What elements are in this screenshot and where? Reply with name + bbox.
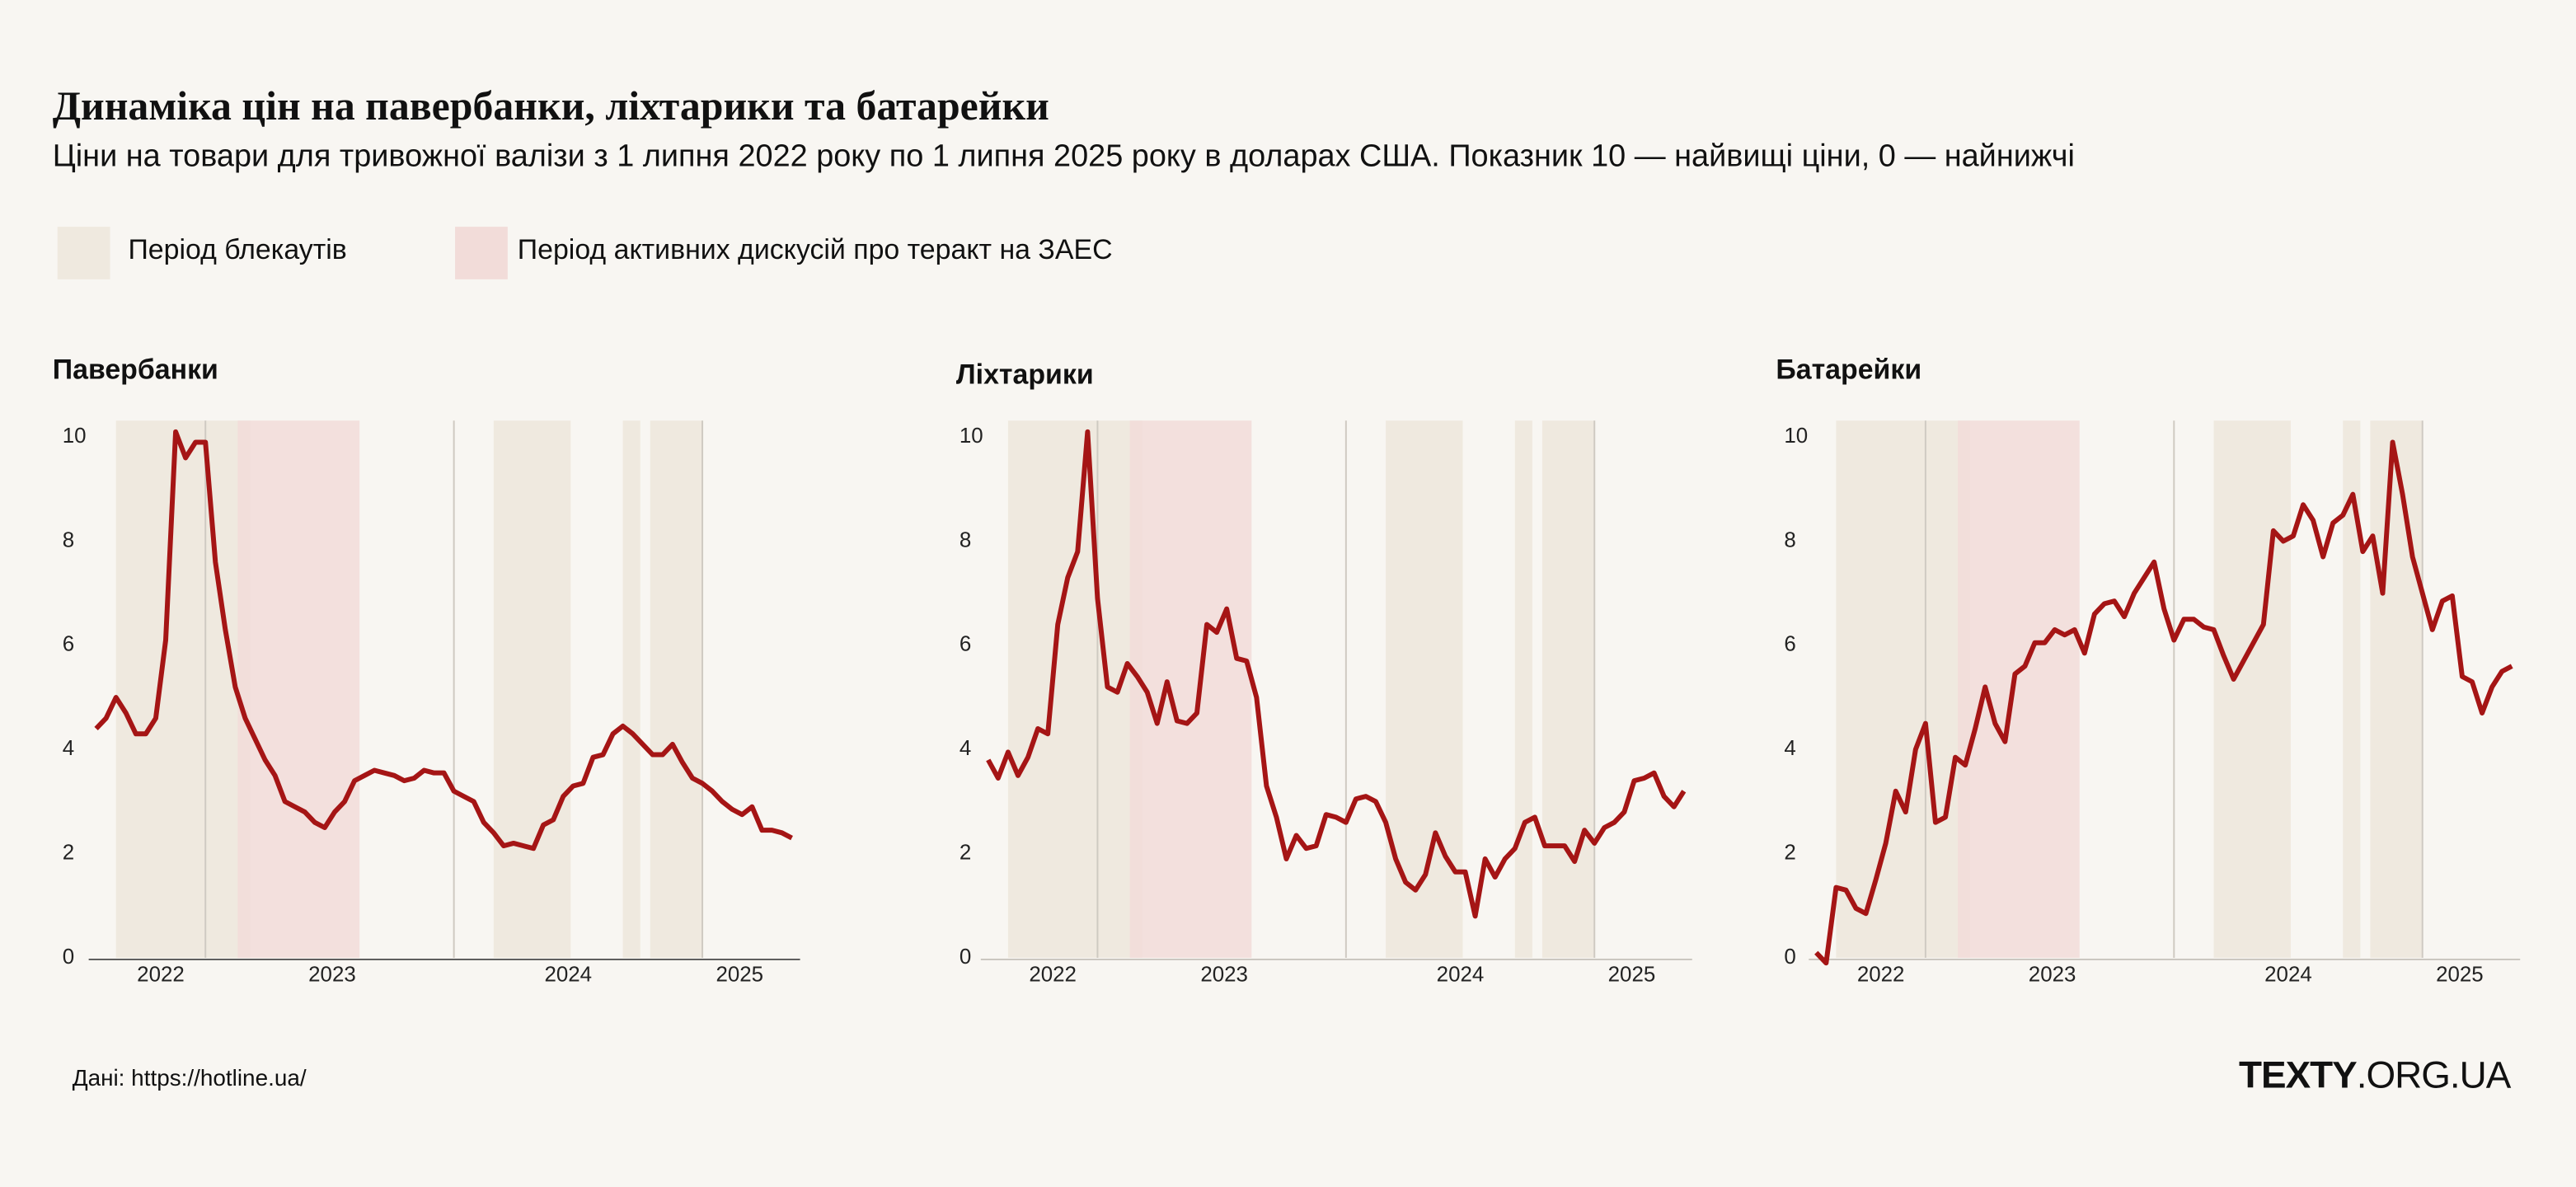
price-line — [1814, 439, 2513, 966]
y-tick-label: 2 — [63, 841, 74, 864]
y-tick-label: 6 — [960, 633, 971, 656]
x-tick-label: 2024 — [2264, 964, 2312, 987]
legend-swatch — [57, 227, 110, 279]
logo-rest: .ORG.UA — [2357, 1054, 2512, 1096]
price-line — [986, 429, 1687, 919]
period-band — [1836, 420, 1971, 958]
period-band — [493, 420, 571, 958]
period-band — [2370, 420, 2423, 958]
y-tick-label: 10 — [1784, 425, 1808, 448]
period-band — [650, 420, 703, 958]
x-tick-label: 2022 — [1029, 964, 1077, 987]
source: Дані: https://hotline.ua/ — [73, 1065, 307, 1091]
chart-title: Динаміка цін на павербанки, ліхтарики та… — [53, 83, 1049, 129]
logo: TEXTY.ORG.UA — [2239, 1054, 2512, 1096]
panel-title: Павербанки — [53, 354, 218, 385]
x-tick-label: 2025 — [1608, 964, 1656, 987]
y-tick-label: 8 — [63, 528, 74, 551]
x-tick-label: 2025 — [2436, 964, 2484, 987]
panel-title: Батарейки — [1776, 354, 1921, 385]
chart-subtitle: Ціни на товари для тривожної валізи з 1 … — [53, 138, 2075, 173]
period-band — [1007, 420, 1143, 958]
period-band — [1958, 420, 2080, 958]
period-band — [1514, 420, 1532, 958]
price-line — [94, 429, 793, 852]
x-tick-label: 2023 — [1200, 964, 1248, 987]
x-tick-label: 2023 — [2029, 964, 2076, 987]
x-tick-label: 2024 — [544, 964, 592, 987]
y-tick-label: 10 — [960, 425, 983, 448]
period-band — [2343, 420, 2361, 958]
y-tick-label: 8 — [960, 528, 971, 551]
period-band — [622, 420, 640, 958]
y-tick-label: 0 — [960, 945, 971, 969]
x-tick-label: 2024 — [1437, 964, 1485, 987]
period-band — [237, 420, 360, 958]
y-tick-label: 6 — [1784, 633, 1795, 656]
legend-swatch — [455, 227, 508, 279]
x-tick-label: 2022 — [1857, 964, 1905, 987]
x-tick-label: 2025 — [716, 964, 763, 987]
y-tick-label: 4 — [1784, 737, 1795, 760]
y-tick-label: 0 — [63, 945, 74, 969]
y-tick-label: 8 — [1784, 528, 1795, 551]
logo-bold: TEXTY — [2239, 1054, 2357, 1096]
y-tick-label: 10 — [63, 425, 87, 448]
legend-label: Період блекаутів — [128, 234, 346, 265]
y-tick-label: 2 — [960, 841, 971, 864]
y-tick-label: 6 — [63, 633, 74, 656]
y-tick-label: 4 — [63, 737, 74, 760]
panel-title: Ліхтарики — [956, 359, 1094, 390]
y-tick-label: 4 — [960, 737, 971, 760]
period-band — [2213, 420, 2291, 958]
x-tick-label: 2022 — [137, 964, 185, 987]
y-tick-label: 0 — [1784, 945, 1795, 969]
period-band — [1541, 420, 1595, 958]
y-tick-label: 2 — [1784, 841, 1795, 864]
x-tick-label: 2023 — [308, 964, 356, 987]
legend-label: Період активних дискусій про теракт на З… — [518, 234, 1113, 265]
period-band — [115, 420, 251, 958]
period-band — [1129, 420, 1252, 958]
